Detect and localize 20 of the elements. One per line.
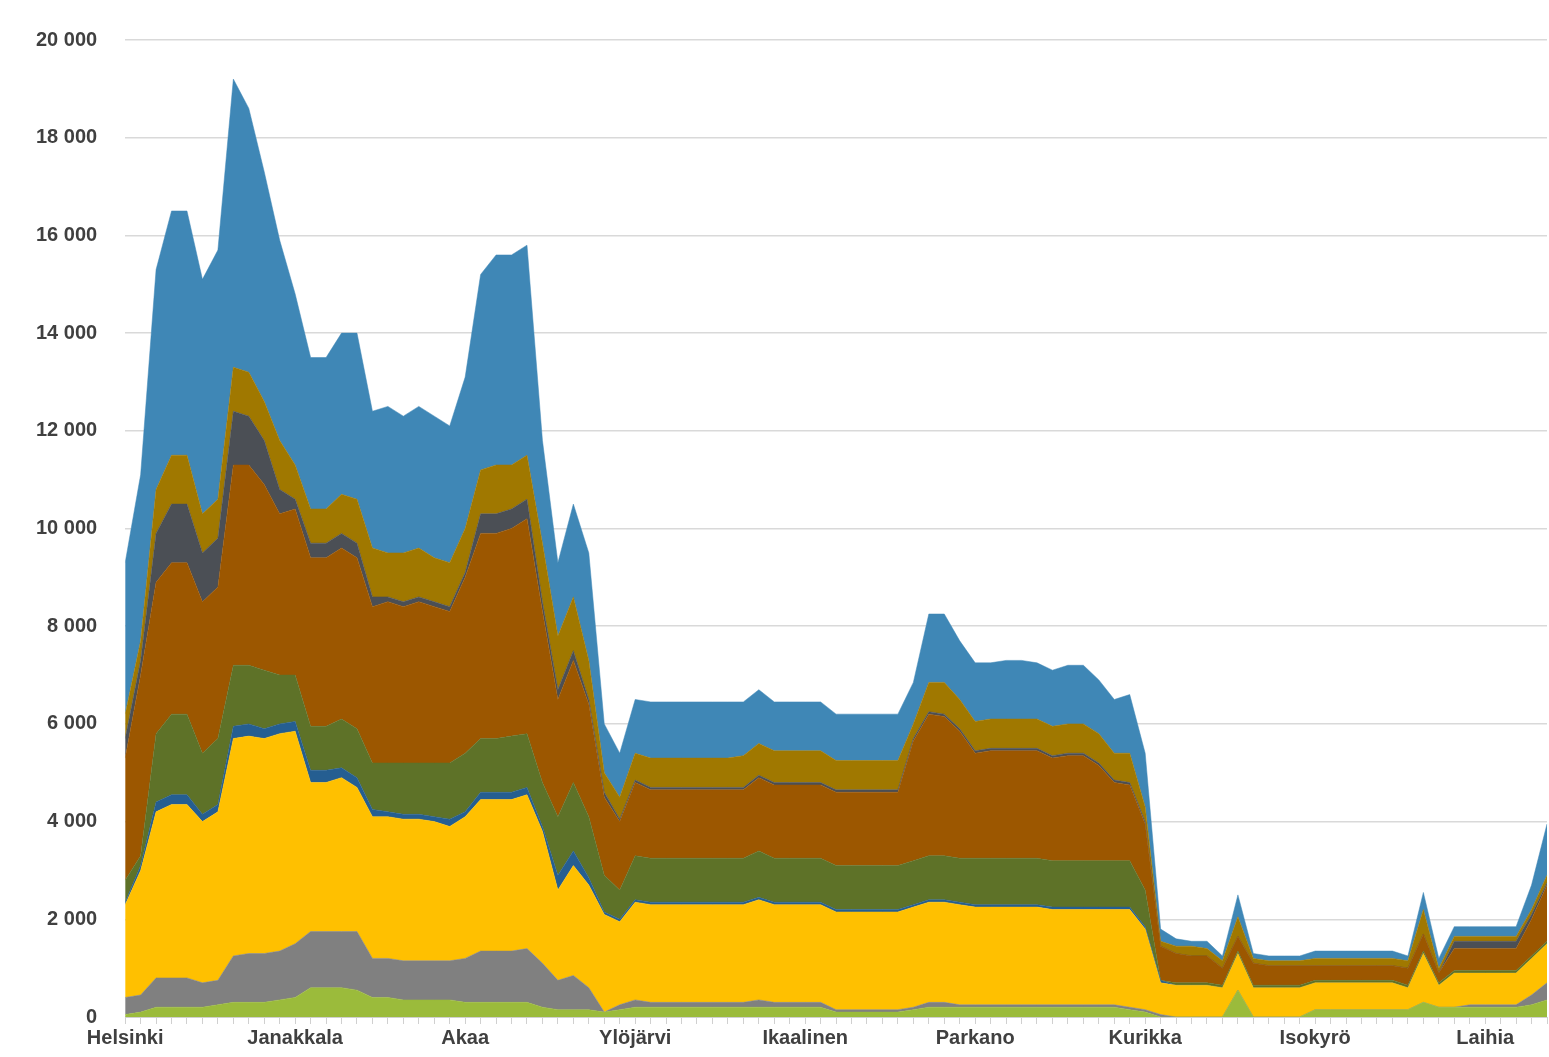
y-tick-label: 2 000 <box>47 906 98 929</box>
y-tick-label: 8 000 <box>47 613 98 636</box>
y-tick-label: 18 000 <box>36 125 98 148</box>
x-tick-label: Ikaalinen <box>762 1025 848 1048</box>
y-tick-label: 20 000 <box>36 27 98 50</box>
y-tick-label: 0 <box>86 1004 98 1027</box>
x-tick-label: Kurikka <box>1108 1025 1183 1048</box>
x-tick-label: Akaa <box>441 1025 490 1048</box>
x-tick-label: Laihia <box>1456 1025 1515 1048</box>
x-tick-label: Helsinki <box>86 1025 164 1048</box>
x-tick-label: Parkano <box>935 1025 1015 1048</box>
y-tick-label: 4 000 <box>47 809 98 832</box>
y-tick-label: 12 000 <box>36 418 98 441</box>
y-tick-label: 16 000 <box>36 222 98 245</box>
y-tick-label: 6 000 <box>47 711 98 734</box>
y-tick-label: 14 000 <box>36 320 98 343</box>
x-tick-label: Ylöjärvi <box>599 1025 672 1048</box>
y-tick-label: 10 000 <box>36 516 98 539</box>
x-tick-label: Janakkala <box>247 1025 344 1048</box>
x-tick-label: Isokyrö <box>1279 1025 1351 1048</box>
